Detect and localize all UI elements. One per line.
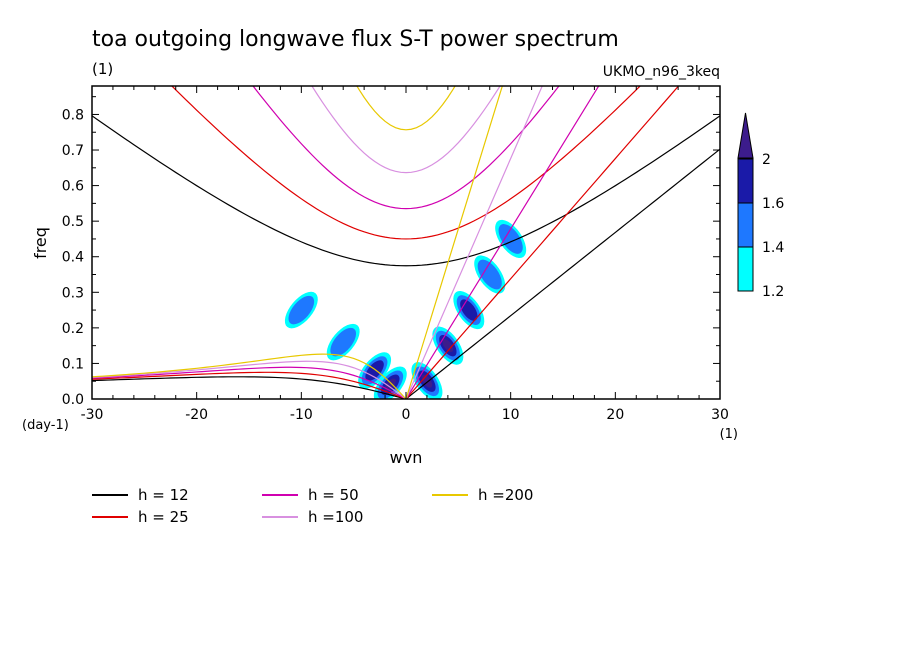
kelvin-wave-curve [405,86,600,399]
contour-patch [442,339,454,353]
legend-label: h = 12 [138,486,189,504]
contour-patch [288,295,315,325]
colorbar-segment [737,202,754,248]
chart-subtitle: (1) [92,60,113,78]
legend-label: h = 50 [308,486,359,504]
x-tick-label: 0 [402,407,411,423]
y-tick-label: 0.8 [62,107,84,123]
model-label: UKMO_n96_3keq [603,64,720,80]
dispersion-curves [92,86,720,399]
colorbar-extend-triangle [737,112,754,159]
x-tick-label: 20 [606,407,624,423]
kelvin-wave-curve [405,148,720,399]
rossby-wave-curve [92,371,407,399]
y-axis-label: freq [31,227,50,259]
x-tick-label: -10 [290,407,313,423]
contour-patch [384,378,396,391]
rossby-wave-curve [92,366,407,399]
colorbar-segment [737,158,754,204]
y-tick-label: 0.6 [62,179,84,195]
x-axis: -30 -20 -10 0 10 20 30 [81,86,729,423]
colorbar: 1.2 1.4 1.6 2 [737,112,784,300]
colorbar-label: 2 [762,152,771,168]
colorbar-label: 1.4 [762,240,784,256]
x-tick-label: -30 [81,407,104,423]
legend: h = 12 h = 25 h = 50 h =100 h =200 [92,486,533,526]
contour-patch [330,327,357,357]
y-tick-label: 0.2 [62,321,84,337]
kelvin-wave-curve [405,86,503,399]
rossby-wave-curve [92,360,407,399]
colorbar-label: 1.6 [762,196,784,212]
legend-label: h =100 [308,508,363,526]
colorbar-label: 1.2 [762,284,784,300]
chart-title: toa outgoing longwave flux S-T power spe… [92,27,619,52]
plot-area [92,86,720,399]
y-units-label: (day-1) [22,418,69,433]
kelvin-wave-curve [405,86,543,399]
contour-patch [498,224,523,254]
contour-patch [477,259,502,290]
legend-label: h = 25 [138,508,189,526]
gravity-wave-curve [252,86,560,210]
y-tick-label: 0.0 [62,392,84,408]
x-axis-label: wvn [390,448,423,467]
y-tick-label: 0.7 [62,143,84,159]
rossby-wave-curve [92,376,407,399]
rossby-wave-curve [92,353,407,399]
kelvin-wave-curve [405,86,680,399]
x-units-label: (1) [720,427,738,442]
colorbar-segment [737,246,754,292]
y-tick-label: 0.4 [62,250,84,266]
gravity-wave-curve [311,86,501,174]
x-tick-label: 30 [711,407,729,423]
y-tick-label: 0.5 [62,214,84,230]
x-tick-label: -20 [185,407,208,423]
legend-label: h =200 [478,486,533,504]
gravity-wave-curve [356,86,456,131]
y-tick-label: 0.3 [62,285,84,301]
gravity-wave-curve [170,86,642,240]
contour-patch [365,360,384,381]
y-tick-label: 0.1 [62,356,84,372]
y-axis: 0.0 0.1 0.2 0.3 0.4 0.5 0.6 0.7 0.8 [62,96,720,408]
x-tick-label: 10 [502,407,520,423]
gravity-wave-curve [92,115,720,267]
